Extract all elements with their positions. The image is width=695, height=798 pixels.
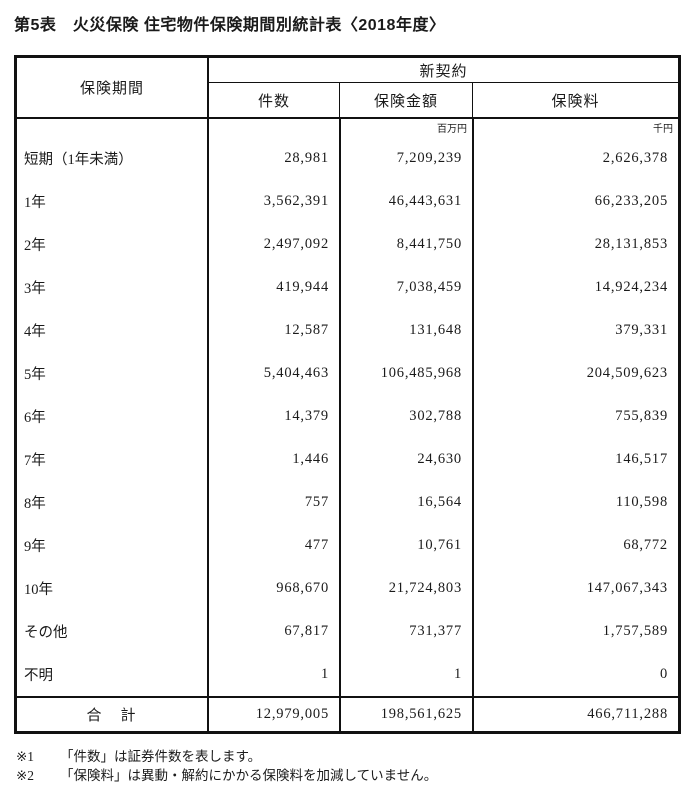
table-row: 6年 14,379 302,788 755,839 [17,395,678,438]
new-contracts-group-header: 新契約 [207,58,678,83]
amount-value: 46,443,631 [339,180,472,223]
cases-value: 477 [207,524,339,567]
premium-value: 379,331 [472,309,678,352]
premium-value: 755,839 [472,395,678,438]
cases-column-header: 件数 [207,83,339,117]
cases-value: 2,497,092 [207,223,339,266]
footnote: ※2 「保険料」は異動・解約にかかる保険料を加減していません。 [16,766,437,785]
period-label: 9年 [24,539,46,555]
premium-value: 0 [472,653,678,696]
premium-value: 204,509,623 [472,352,678,395]
period-label: 10年 [24,582,53,598]
table-row: 9年 477 10,761 68,772 [17,524,678,567]
amount-value: 7,038,459 [339,266,472,309]
total-premium-value: 466,711,288 [472,698,678,731]
period-label: 3年 [24,281,46,297]
premium-value: 146,517 [472,438,678,481]
cases-value: 3,562,391 [207,180,339,223]
amount-column-header: 保険金額 [339,83,472,117]
table-row: 短期（1年未満） 28,981 7,209,239 2,626,378 [17,137,678,180]
table-row: 1年 3,562,391 46,443,631 66,233,205 [17,180,678,223]
cases-value: 1,446 [207,438,339,481]
cases-value: 12,587 [207,309,339,352]
table-row: 不明 1 1 0 [17,653,678,696]
amount-value: 10,761 [339,524,472,567]
cases-value: 5,404,463 [207,352,339,395]
period-label: 7年 [24,453,46,469]
premium-value: 66,233,205 [472,180,678,223]
table-row: 10年 968,670 21,724,803 147,067,343 [17,567,678,610]
premium-value: 14,924,234 [472,266,678,309]
table-row: 3年 419,944 7,038,459 14,924,234 [17,266,678,309]
period-label: 4年 [24,324,46,340]
footnote-marker: ※1 [16,749,35,764]
amount-value: 7,209,239 [339,137,472,180]
amount-value: 302,788 [339,395,472,438]
total-cases-value: 12,979,005 [207,698,339,731]
table-row: 5年 5,404,463 106,485,968 204,509,623 [17,352,678,395]
table-row: 7年 1,446 24,630 146,517 [17,438,678,481]
total-amount-value: 198,561,625 [339,698,472,731]
premium-value: 68,772 [472,524,678,567]
cases-value: 14,379 [207,395,339,438]
amount-value: 1 [339,653,472,696]
footnote-text: 「保険料」は異動・解約にかかる保険料を加減していません。 [60,768,438,783]
table-header: 保険期間 新契約 件数 保険金額 保険料 [17,58,678,119]
footnote-text: 「件数」は証券件数を表します。 [60,749,262,764]
units-row: 百万円 千円 [17,119,678,137]
units-spacer [207,119,339,137]
table-row: その他 67,817 731,377 1,757,589 [17,610,678,653]
period-label: 短期（1年未満） [24,152,133,168]
table-row: 4年 12,587 131,648 379,331 [17,309,678,352]
period-label: 8年 [24,496,46,512]
amount-value: 106,485,968 [339,352,472,395]
premium-value: 1,757,589 [472,610,678,653]
footnotes: ※1 「件数」は証券件数を表します。 ※2 「保険料」は異動・解約にかかる保険料… [16,747,437,785]
period-label: 2年 [24,238,46,254]
units-spacer [17,119,207,137]
total-row: 合 計 12,979,005 198,561,625 466,711,288 [17,696,678,731]
premium-value: 110,598 [472,481,678,524]
period-column-header: 保険期間 [79,81,144,97]
amount-value: 731,377 [339,610,472,653]
premium-value: 2,626,378 [472,137,678,180]
premium-value: 147,067,343 [472,567,678,610]
cases-value: 28,981 [207,137,339,180]
table-row: 8年 757 16,564 110,598 [17,481,678,524]
premium-column-header: 保険料 [472,83,678,117]
amount-value: 16,564 [339,481,472,524]
table-body: 短期（1年未満） 28,981 7,209,239 2,626,378 1年 3,562,… [17,137,678,696]
cases-value: 757 [207,481,339,524]
cases-value: 1 [207,653,339,696]
page-title: 第5表 火災保険 住宅物件保険期間別統計表〈2018年度〉 [14,17,446,34]
amount-value: 21,724,803 [339,567,472,610]
cases-value: 67,817 [207,610,339,653]
statistics-table: 保険期間 新契約 件数 保険金額 保険料 百万円 千円 短期（1年未満） 28,9… [14,55,681,734]
table-row: 2年 2,497,092 8,441,750 28,131,853 [17,223,678,266]
period-label: 5年 [24,367,46,383]
total-label: 合 計 [86,708,138,724]
amount-value: 24,630 [339,438,472,481]
footnote-marker: ※2 [16,768,35,783]
period-label: その他 [24,625,68,641]
cases-value: 968,670 [207,567,339,610]
period-label: 6年 [24,410,46,426]
amount-unit-label: 百万円 [339,119,472,137]
period-label: 不明 [24,668,53,684]
cases-value: 419,944 [207,266,339,309]
footnote: ※1 「件数」は証券件数を表します。 [16,747,437,766]
premium-unit-label: 千円 [472,119,678,137]
amount-value: 131,648 [339,309,472,352]
amount-value: 8,441,750 [339,223,472,266]
premium-value: 28,131,853 [472,223,678,266]
period-label: 1年 [24,195,46,211]
